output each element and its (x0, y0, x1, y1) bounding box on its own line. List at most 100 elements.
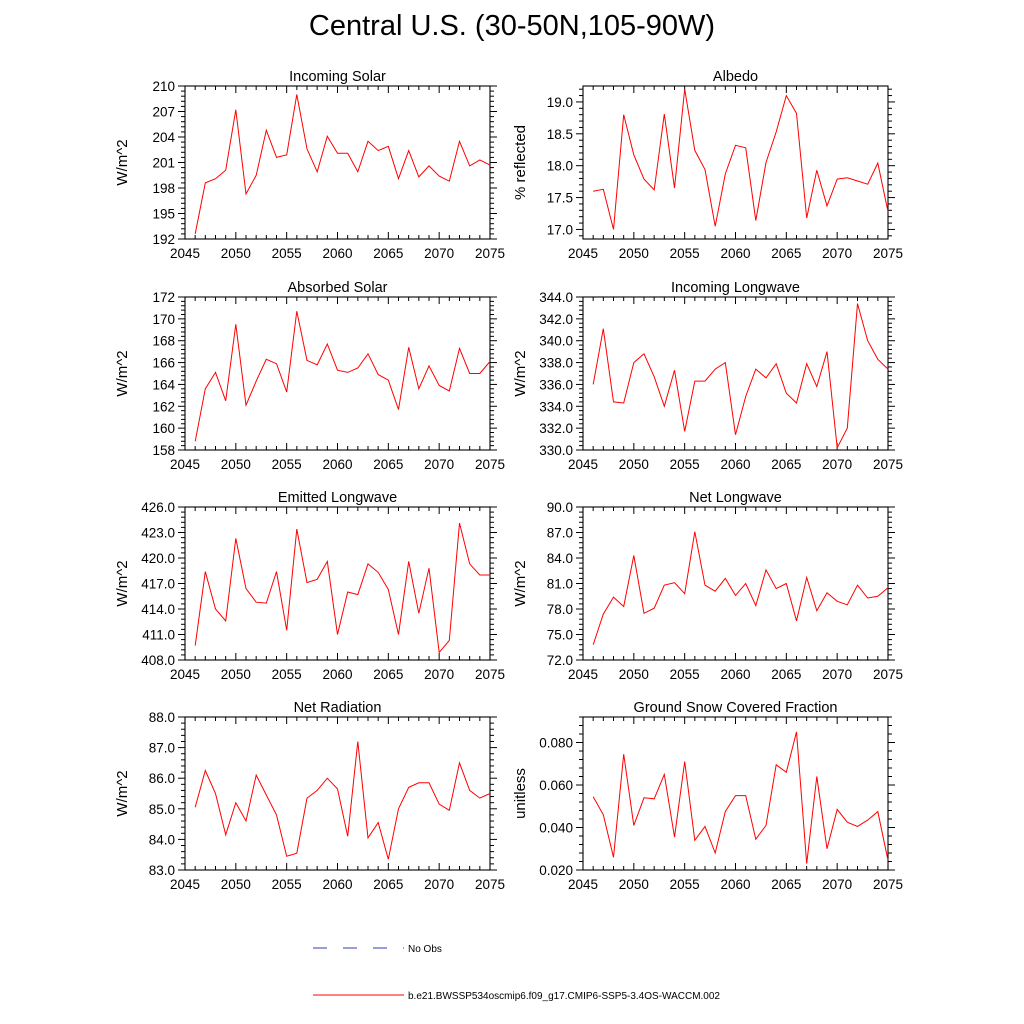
y-tick-label: 162 (152, 399, 175, 414)
panel-title: Albedo (713, 69, 758, 85)
y-tick-label: 87.0 (149, 741, 175, 756)
x-tick-label: 2060 (720, 246, 750, 261)
y-tick-label: 338.0 (539, 356, 573, 371)
y-tick-label: 411.0 (142, 628, 175, 643)
x-tick-label: 2065 (373, 667, 403, 682)
panel-3: Incoming Longwave W/m^2 2045 2050 2055 2060 20… (512, 280, 903, 472)
x-tick-label: 2050 (619, 877, 649, 892)
x-tick-label: 2055 (272, 457, 302, 472)
y-tick-label: 336.0 (539, 377, 573, 392)
series-line (194, 741, 491, 860)
x-tick-label: 2075 (475, 246, 505, 261)
x-tick-label: 2045 (568, 246, 598, 261)
y-tick-label: 334.0 (539, 399, 573, 414)
x-tick-label: 2075 (475, 877, 505, 892)
y-tick-label: 84.0 (149, 832, 175, 847)
x-tick-label: 2050 (221, 246, 251, 261)
x-tick-label: 2070 (424, 877, 454, 892)
y-tick-label: 18.5 (547, 127, 573, 142)
y-axis-label: W/m^2 (512, 350, 529, 396)
x-tick-label: 2045 (568, 667, 598, 682)
x-tick-label: 2065 (373, 246, 403, 261)
panel-1: Albedo % reflected 2045 2050 2055 2060 2065 207… (512, 69, 903, 261)
x-tick-label: 2060 (720, 667, 750, 682)
y-tick-label: 88.0 (149, 710, 175, 725)
x-tick-label: 2075 (873, 877, 903, 892)
x-tick-label: 2045 (568, 457, 598, 472)
x-tick-label: 2060 (322, 877, 352, 892)
x-tick-label: 2070 (424, 667, 454, 682)
panel-title: Ground Snow Covered Fraction (634, 700, 838, 716)
y-axis-label: % reflected (512, 125, 529, 200)
y-tick-label: 420.0 (141, 551, 175, 566)
panel-title: Absorbed Solar (288, 280, 388, 296)
panel-title: Net Longwave (689, 490, 782, 506)
x-tick-label: 2045 (170, 667, 200, 682)
y-tick-label: 0.080 (539, 736, 573, 751)
y-tick-label: 75.0 (547, 628, 573, 643)
plot-frame (582, 296, 889, 451)
series-line (194, 311, 491, 442)
y-tick-label: 72.0 (547, 653, 573, 668)
panel-6: Net Radiation W/m^2 2045 2050 2055 2060 2065 20… (114, 700, 505, 892)
x-tick-label: 2065 (771, 667, 801, 682)
y-tick-label: 166 (152, 356, 175, 371)
series-line (194, 94, 491, 234)
y-tick-label: 90.0 (547, 500, 573, 515)
x-tick-label: 2055 (670, 457, 700, 472)
x-tick-label: 2075 (873, 246, 903, 261)
series-line (194, 522, 490, 654)
legend: No Obs b.e21.BWSSP534oscmip6.f09_g17.CMIP… (313, 944, 720, 1002)
x-tick-label: 2075 (475, 667, 505, 682)
panel-7: Ground Snow Covered Fraction unitless 2045… (512, 700, 903, 892)
y-tick-label: 78.0 (547, 602, 573, 617)
x-tick-label: 2045 (170, 457, 200, 472)
series-line (592, 531, 889, 645)
plot-frame (582, 716, 889, 871)
y-tick-label: 332.0 (539, 421, 573, 436)
y-tick-label: 84.0 (547, 551, 573, 566)
series-line (593, 89, 889, 230)
y-tick-label: 201 (152, 156, 175, 171)
x-tick-label: 2055 (272, 246, 302, 261)
x-tick-label: 2055 (670, 877, 700, 892)
panel-title: Incoming Longwave (671, 280, 800, 296)
y-tick-label: 17.0 (547, 222, 573, 237)
x-tick-label: 2060 (720, 457, 750, 472)
x-tick-label: 2050 (221, 877, 251, 892)
panel-title: Net Radiation (294, 700, 382, 716)
series-line (592, 731, 889, 864)
y-tick-label: 19.0 (547, 95, 573, 110)
y-tick-label: 170 (152, 312, 175, 327)
y-tick-label: 207 (152, 105, 175, 120)
figure-title: Central U.S. (30-50N,105-90W) (308, 10, 716, 42)
x-tick-label: 2065 (373, 877, 403, 892)
x-tick-label: 2070 (822, 667, 852, 682)
x-tick-label: 2060 (720, 877, 750, 892)
plot-frame (184, 296, 491, 451)
x-tick-label: 2075 (873, 457, 903, 472)
x-tick-label: 2050 (221, 667, 251, 682)
x-tick-label: 2050 (619, 246, 649, 261)
x-tick-label: 2055 (670, 667, 700, 682)
y-tick-label: 86.0 (149, 771, 175, 786)
legend-model-label: b.e21.BWSSP534oscmip6.f09_g17.CMIP6-SSP5… (408, 991, 720, 1002)
x-tick-label: 2070 (822, 246, 852, 261)
panel-title: Emitted Longwave (278, 490, 397, 506)
plot-frame (184, 85, 491, 240)
x-tick-label: 2070 (822, 877, 852, 892)
plot-frame (582, 85, 889, 240)
panel-4: Emitted Longwave W/m^2 2045 2050 2055 2060 206… (114, 490, 505, 682)
y-tick-label: 340.0 (539, 334, 573, 349)
x-tick-label: 2050 (221, 457, 251, 472)
series-line (592, 303, 889, 450)
y-tick-label: 423.0 (141, 526, 175, 541)
x-tick-label: 2065 (771, 457, 801, 472)
y-axis-label: W/m^2 (114, 560, 131, 606)
x-tick-label: 2060 (322, 246, 352, 261)
y-tick-label: 87.0 (547, 526, 573, 541)
plot-frame (184, 716, 491, 871)
y-axis-label: W/m^2 (512, 560, 529, 606)
